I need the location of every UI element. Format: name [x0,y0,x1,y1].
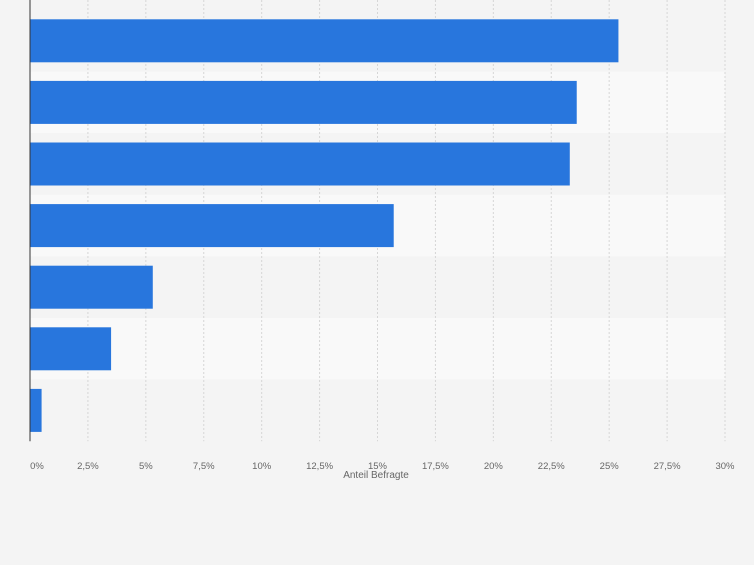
x-tick-label: 7,5% [193,461,215,472]
bar[interactable] [30,142,570,186]
bar[interactable] [30,19,619,63]
bar[interactable] [30,327,112,371]
x-axis-title: Anteil Befragte [343,470,409,481]
x-tick-label: 2,5% [77,461,99,472]
x-tick-label: 15% [368,461,388,472]
x-tick-label: 27,5% [654,461,681,472]
x-tick-label: 20% [484,461,504,472]
x-tick-label: 10% [252,461,272,472]
x-tick-label: 22,5% [538,461,565,472]
x-tick-labels: 0% 2,5% 5% 7,5% 10% 12,5% 15% 17,5% 20% 22,5% 25% 2… [30,461,735,472]
x-tick-label: 25% [600,461,620,472]
x-tick-label: 5% [139,461,153,472]
bar[interactable] [30,204,394,248]
bar[interactable] [30,265,153,309]
bar[interactable] [30,388,42,432]
x-tick-label: 12,5% [306,461,333,472]
bar[interactable] [30,80,577,124]
x-tick-label: 0% [30,461,44,472]
x-tick-label: 30% [715,461,735,472]
x-tick-label: 17,5% [422,461,449,472]
bars [30,19,619,432]
